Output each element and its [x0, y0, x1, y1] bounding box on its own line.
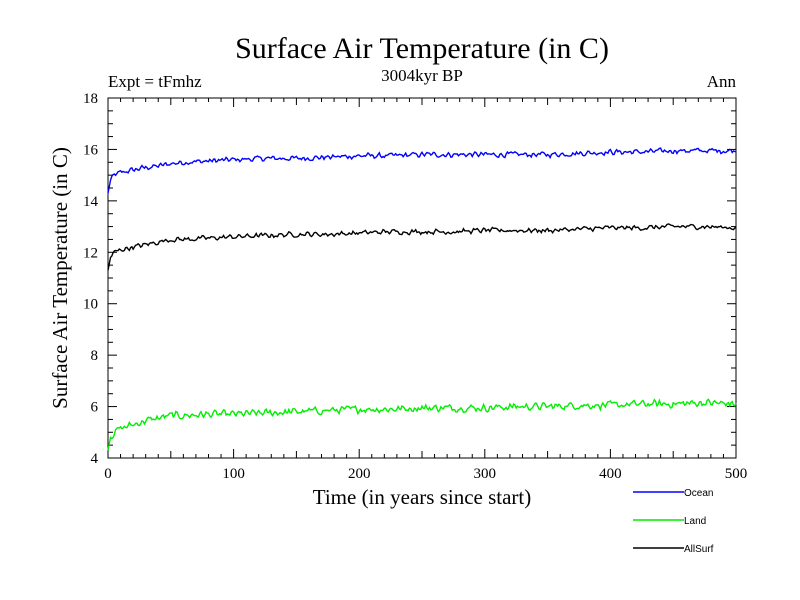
x-tick-label: 400 — [599, 466, 622, 482]
chart-title: Surface Air Temperature (in C) — [235, 32, 609, 65]
x-tick-label: 200 — [348, 466, 371, 482]
axis-ticks — [107, 97, 737, 459]
series-line-land — [107, 398, 737, 451]
series-lines — [107, 147, 737, 451]
series-line-ocean — [107, 147, 737, 194]
y-tick-label: 4 — [91, 451, 99, 467]
legend: Ocean Land AllSurf — [633, 488, 714, 555]
chart-subtitle: 3004kyr BP — [381, 66, 463, 85]
y-tick-label: 10 — [83, 297, 98, 313]
axis-tick-labels: 4 6 8 10 12 14 16 18 0 100 200 300 400 500 — [83, 91, 747, 482]
y-tick-label: 14 — [83, 194, 99, 210]
legend-label-allsurf: AllSurf — [684, 544, 714, 555]
x-tick-label: 0 — [104, 466, 112, 482]
y-tick-label: 16 — [83, 142, 99, 158]
x-tick-label: 500 — [725, 466, 748, 482]
x-tick-label: 300 — [474, 466, 497, 482]
experiment-label: Expt = tFmhz — [108, 72, 202, 91]
legend-label-land: Land — [684, 516, 706, 527]
y-tick-label: 8 — [91, 348, 99, 364]
x-tick-label: 100 — [222, 466, 245, 482]
y-axis-label: Surface Air Temperature (in C) — [48, 147, 72, 409]
season-label: Ann — [707, 72, 737, 91]
x-axis-label: Time (in years since start) — [313, 485, 532, 509]
y-tick-label: 12 — [83, 245, 98, 261]
series-line-allsurf — [107, 223, 737, 271]
y-tick-label: 6 — [91, 400, 99, 416]
legend-label-ocean: Ocean — [684, 488, 713, 499]
y-tick-label: 18 — [83, 91, 98, 107]
